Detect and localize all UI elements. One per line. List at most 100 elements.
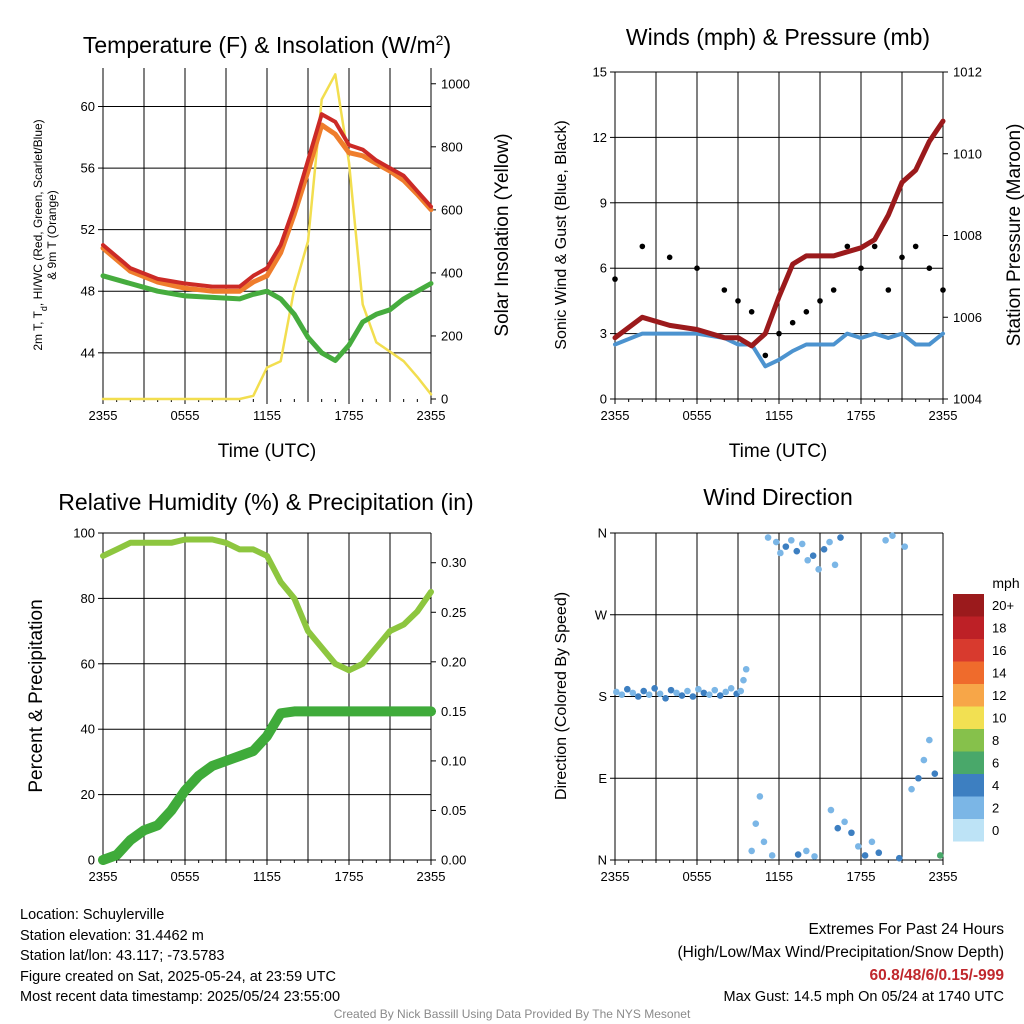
y-tick-label: 20 (81, 787, 95, 802)
y2-tick-label: 0.05 (441, 803, 466, 818)
wind-direction-point (926, 736, 933, 744)
gust-point (776, 330, 782, 337)
wind-direction-point (722, 688, 729, 696)
gust-point (762, 352, 769, 359)
legend-swatch (953, 616, 984, 639)
x-tick-label: 0555 (683, 408, 712, 423)
y-tick-label: 15 (593, 65, 607, 80)
gust-point (912, 243, 919, 250)
precipitation-line (98, 706, 436, 865)
x-tick-label: 0555 (171, 408, 200, 423)
y2-tick-label: 0.15 (441, 704, 466, 719)
speed-legend-title: mph (992, 575, 1019, 591)
wind-direction-point (908, 785, 915, 793)
temperature-2m-line (101, 112, 433, 289)
wind-direction-panel-ylabel: Direction (Colored By Speed) (553, 592, 570, 800)
wind-direction-panel-title: Wind Direction (703, 484, 853, 510)
y-tick-label: 6 (600, 261, 607, 276)
y-tick-label: 12 (593, 130, 607, 145)
x-tick-label: 2355 (417, 869, 446, 884)
wind-direction-point (831, 561, 839, 569)
y-tick-label: 80 (81, 591, 95, 606)
legend-swatch (953, 751, 984, 774)
temperature-panel-title: Temperature (F) & Insolation (W/m2) (83, 32, 451, 58)
y-tick-label: 40 (81, 722, 95, 737)
wind-direction-point (936, 852, 944, 859)
wind-direction-point (875, 849, 883, 857)
x-tick-label: 1155 (253, 408, 281, 423)
legend-label: 18 (992, 621, 1006, 636)
wind-direction-point (711, 686, 719, 694)
legend-swatch (953, 594, 984, 617)
x-tick-label: 1155 (765, 408, 793, 423)
legend-label: 14 (992, 666, 1006, 681)
wind-direction-point (634, 693, 642, 700)
temperature-panel: Temperature (F) & Insolation (W/m2) Time… (31, 32, 513, 462)
winds-panel: Winds (mph) & Pressure (mb) Time (UTC) S… (553, 24, 1024, 462)
figure-created: Figure created on Sat, 2025-05-24, at 23… (20, 968, 336, 985)
speed-legend: mph 20+ 18 16 14 12 10 8 6 4 2 0 (953, 575, 1020, 842)
wind-direction-point (901, 543, 909, 550)
temperature-panel-xlabel: Time (UTC) (218, 441, 317, 462)
gust-point (858, 265, 864, 272)
x-tick-label: 0555 (171, 869, 200, 884)
y-tick-label: 9 (600, 195, 607, 210)
wind-direction-point (804, 556, 811, 564)
sonic-wind-line (613, 331, 945, 369)
winds-panel-ylabel: Sonic Wind & Gust (Blue, Black) (553, 120, 570, 349)
x-tick-label: 1755 (847, 869, 876, 884)
station-info: Location: Schuylerville Station elevatio… (20, 905, 340, 1008)
legend-swatch (953, 796, 984, 819)
y-tick-label: 0 (600, 392, 607, 407)
x-tick-label: 2355 (929, 408, 958, 423)
gust-point (940, 287, 946, 293)
wind-direction-point (689, 693, 697, 700)
winds-panel-y2label: Station Pressure (Maroon) (1004, 124, 1024, 347)
wind-direction-point (645, 691, 653, 698)
pressure-line (612, 118, 946, 349)
wind-direction-point (756, 793, 764, 800)
x-tick-label: 0555 (683, 869, 712, 884)
x-tick-label: 1755 (847, 408, 876, 423)
wind-direction-panel: Wind Direction Direction (Colored By Spe… (553, 484, 1020, 884)
wind-direction-point (827, 806, 835, 814)
wind-direction-point (742, 665, 750, 673)
y-tick-label: W (595, 607, 608, 622)
legend-label: 2 (992, 801, 999, 816)
y2-tick-label: 800 (441, 139, 463, 154)
legend-label: 16 (992, 643, 1006, 658)
wind-direction-point (684, 687, 691, 695)
wind-direction-point (841, 818, 848, 826)
y2-tick-label: 0.20 (441, 654, 466, 669)
wind-direction-point (695, 685, 702, 693)
wind-direction-point (803, 847, 810, 855)
extremes-subtitle: (High/Low/Max Wind/Precipitation/Snow De… (677, 944, 1005, 961)
legend-label: 12 (992, 688, 1006, 703)
wind-direction-point (788, 536, 795, 544)
wind-direction-point (667, 686, 675, 694)
temperature-panel-y2label: Solar Insolation (Yellow) (492, 133, 513, 336)
humidity-panel: Relative Humidity (%) & Precipitation (i… (26, 489, 474, 884)
gust-point (830, 287, 837, 293)
wind-direction-point (640, 687, 647, 695)
wind-direction-point (748, 847, 755, 855)
temperature-9m-line (100, 122, 434, 294)
wind-direction-point (737, 687, 745, 695)
wind-direction-point (815, 566, 822, 573)
wind-direction-point (794, 851, 802, 858)
wind-direction-point (768, 852, 776, 859)
extremes-summary: Extremes For Past 24 Hours (High/Low/Max… (678, 918, 1005, 1007)
legend-swatch (953, 639, 984, 662)
extremes-values: 60.8/48/6/0.15/-999 (869, 967, 1004, 984)
gust-point (748, 309, 755, 315)
wind-direction-point (764, 534, 772, 541)
figure-credit: Created By Nick Bassill Using Data Provi… (333, 1007, 691, 1021)
wind-direction-point (673, 689, 680, 697)
winds-panel-title: Winds (mph) & Pressure (mb) (626, 24, 930, 50)
extremes-title: Extremes For Past 24 Hours (808, 921, 1004, 938)
y-tick-label: 60 (81, 656, 95, 671)
wind-direction-point (854, 843, 862, 850)
y-tick-label: S (598, 689, 607, 704)
wind-direction-point (834, 824, 842, 832)
gust-point (899, 254, 905, 261)
